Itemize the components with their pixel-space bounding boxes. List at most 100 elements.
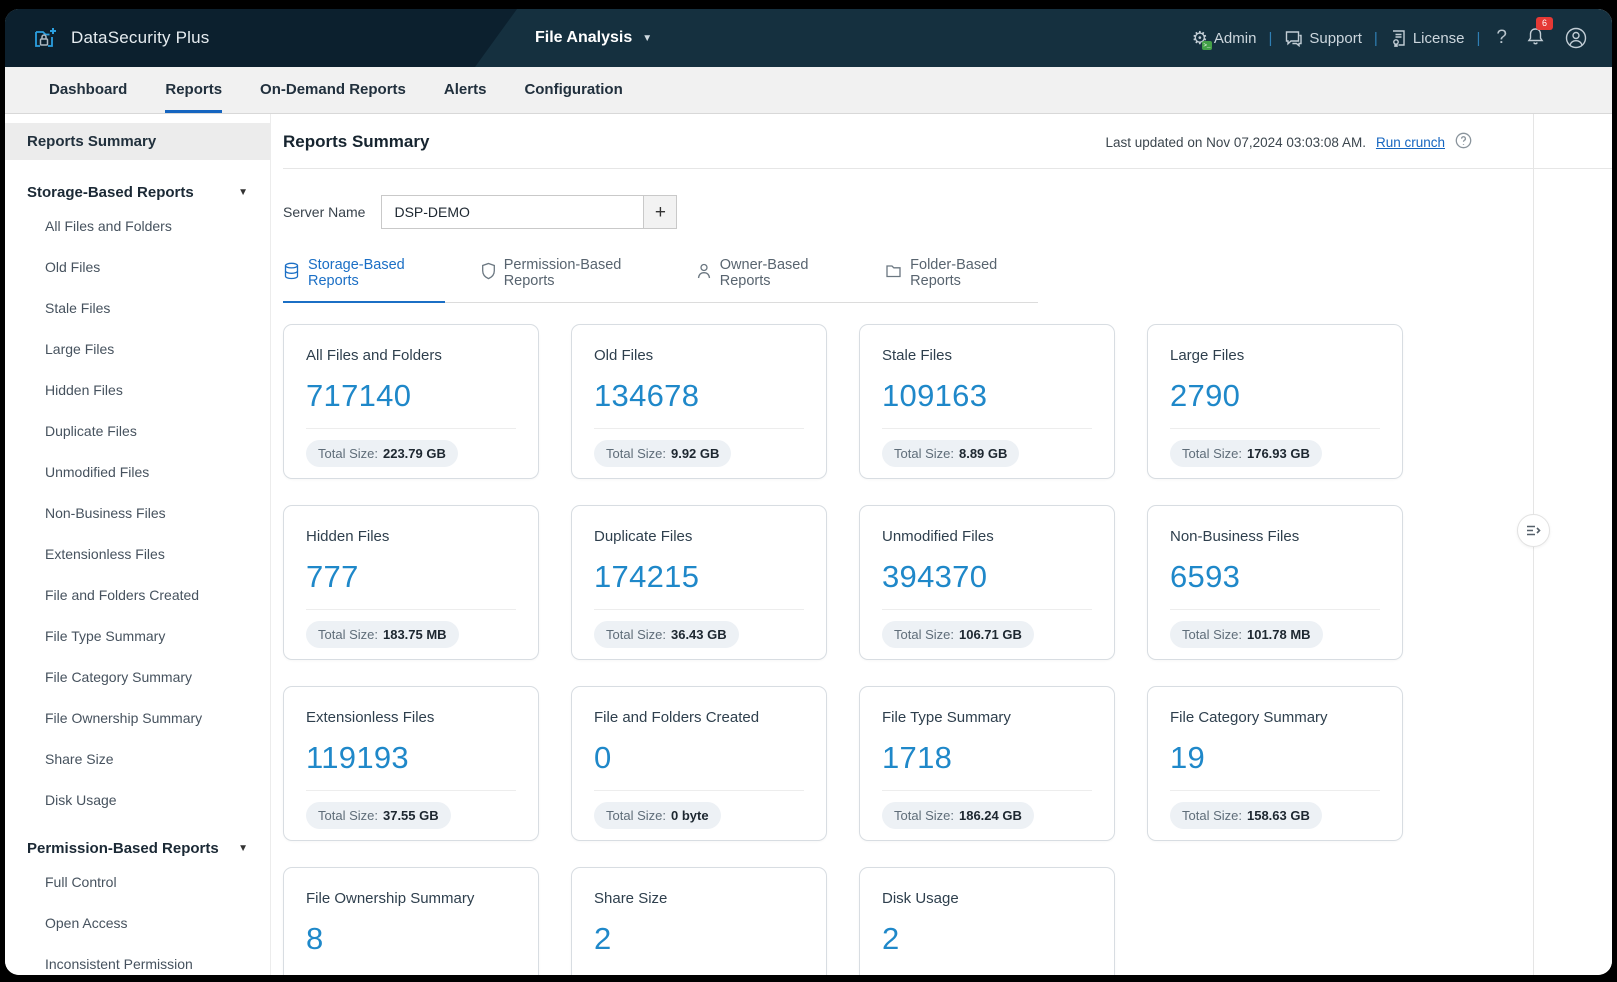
tab-configuration[interactable]: Configuration bbox=[524, 81, 623, 98]
report-card-non-business-files[interactable]: Non-Business Files 6593 Total Size: 101.… bbox=[1147, 505, 1403, 660]
sidebar-item-all-files-and-folders[interactable]: All Files and Folders bbox=[45, 218, 172, 234]
card-divider bbox=[1170, 609, 1380, 610]
sidebar-item-file-and-folders-created[interactable]: File and Folders Created bbox=[45, 587, 200, 603]
card-divider bbox=[1170, 790, 1380, 791]
card-title: File Category Summary bbox=[1170, 709, 1328, 726]
card-count: 109163 bbox=[882, 378, 988, 413]
report-tab-storage-based-reports[interactable]: Storage-Based Reports bbox=[283, 257, 445, 303]
sidebar-item-share-size[interactable]: Share Size bbox=[45, 751, 114, 767]
sidebar-item-disk-usage[interactable]: Disk Usage bbox=[45, 792, 117, 808]
sidebar-section-permission-based-reports[interactable]: Permission-Based Reports ▼ bbox=[27, 840, 248, 857]
report-card-file-and-folders-created[interactable]: File and Folders Created 0 Total Size: 0… bbox=[571, 686, 827, 841]
card-title: Non-Business Files bbox=[1170, 528, 1300, 545]
notifications-button[interactable]: 6 bbox=[1520, 17, 1553, 50]
sidebar-item-non-business-files[interactable]: Non-Business Files bbox=[45, 505, 166, 521]
tab-reports[interactable]: Reports bbox=[165, 67, 223, 113]
admin-label: Admin bbox=[1213, 29, 1257, 47]
report-card-unmodified-files[interactable]: Unmodified Files 394370 Total Size: 106.… bbox=[859, 505, 1115, 660]
report-category-tabs: Storage-Based Reports Permission-Based R… bbox=[283, 257, 1038, 303]
folder-icon bbox=[885, 263, 902, 283]
sidebar-item-full-control[interactable]: Full Control bbox=[45, 874, 117, 890]
card-total-size-pill: Total Size: 186.24 GB bbox=[882, 802, 1034, 829]
card-title: File Type Summary bbox=[882, 709, 1011, 726]
sidebar-item-extensionless-files[interactable]: Extensionless Files bbox=[45, 546, 165, 562]
report-tab-owner-based-reports[interactable]: Owner-Based Reports bbox=[696, 257, 849, 303]
brand-area: DataSecurity Plus bbox=[5, 9, 517, 67]
report-card-duplicate-files[interactable]: Duplicate Files 174215 Total Size: 36.43… bbox=[571, 505, 827, 660]
report-card-file-ownership-summary[interactable]: File Ownership Summary 8 bbox=[283, 867, 539, 975]
tab-on-demand-reports[interactable]: On-Demand Reports bbox=[260, 81, 406, 98]
total-size-label: Total Size: bbox=[1182, 627, 1242, 642]
card-divider bbox=[306, 790, 516, 791]
server-name-input[interactable] bbox=[381, 195, 644, 229]
card-total-size-pill: Total Size: 9.92 GB bbox=[594, 440, 732, 467]
datasecurity-logo-icon bbox=[32, 25, 59, 52]
card-count: 2 bbox=[882, 921, 900, 956]
divider: | bbox=[1373, 29, 1378, 47]
sidebar-item-file-type-summary[interactable]: File Type Summary bbox=[45, 628, 166, 644]
report-card-share-size[interactable]: Share Size 2 bbox=[571, 867, 827, 975]
support-chat-icon bbox=[1284, 30, 1303, 47]
report-tab-permission-based-reports[interactable]: Permission-Based Reports bbox=[481, 257, 660, 303]
sidebar-item-large-files[interactable]: Large Files bbox=[45, 341, 115, 357]
shield-icon bbox=[481, 262, 496, 284]
support-menu[interactable]: Support bbox=[1284, 30, 1362, 47]
sidebar-item-reports-summary[interactable]: Reports Summary bbox=[5, 123, 270, 160]
tab-dashboard[interactable]: Dashboard bbox=[49, 81, 128, 98]
total-size-label: Total Size: bbox=[1182, 808, 1242, 823]
module-title: File Analysis bbox=[535, 29, 633, 46]
license-menu[interactable]: License bbox=[1390, 29, 1465, 47]
sidebar-item-old-files[interactable]: Old Files bbox=[45, 259, 101, 275]
tab-alerts[interactable]: Alerts bbox=[443, 81, 487, 98]
card-title: Old Files bbox=[594, 347, 654, 364]
run-crunch-link[interactable]: Run crunch bbox=[1375, 134, 1445, 150]
panel-toggle-button[interactable] bbox=[1517, 514, 1550, 547]
menu-expand-icon bbox=[1527, 525, 1541, 536]
notification-badge: 6 bbox=[1536, 17, 1553, 30]
admin-menu[interactable]: ⚙ >_ Admin bbox=[1191, 28, 1257, 50]
report-card-old-files[interactable]: Old Files 134678 Total Size: 9.92 GB bbox=[571, 324, 827, 479]
sidebar-item-file-category-summary[interactable]: File Category Summary bbox=[45, 669, 193, 685]
report-card-disk-usage[interactable]: Disk Usage 2 bbox=[859, 867, 1115, 975]
reports-sidebar: Reports Summary Storage-Based Reports ▼ … bbox=[5, 114, 271, 975]
report-card-extensionless-files[interactable]: Extensionless Files 119193 Total Size: 3… bbox=[283, 686, 539, 841]
page-title: Reports Summary bbox=[283, 132, 430, 151]
user-avatar-icon[interactable] bbox=[1560, 26, 1588, 50]
card-count: 2790 bbox=[1170, 378, 1241, 413]
sidebar-section-storage-based-reports[interactable]: Storage-Based Reports ▼ bbox=[27, 184, 248, 201]
report-card-file-category-summary[interactable]: File Category Summary 19 Total Size: 158… bbox=[1147, 686, 1403, 841]
add-server-button[interactable]: + bbox=[643, 195, 678, 229]
sidebar-item-hidden-files[interactable]: Hidden Files bbox=[45, 382, 123, 398]
total-size-label: Total Size: bbox=[606, 627, 666, 642]
sidebar-item-stale-files[interactable]: Stale Files bbox=[45, 300, 111, 316]
sidebar-item-open-access[interactable]: Open Access bbox=[45, 915, 128, 931]
card-divider bbox=[1170, 428, 1380, 429]
chevron-down-icon: ▼ bbox=[238, 843, 248, 854]
report-card-stale-files[interactable]: Stale Files 109163 Total Size: 8.89 GB bbox=[859, 324, 1115, 479]
report-card-all-files-and-folders[interactable]: All Files and Folders 717140 Total Size:… bbox=[283, 324, 539, 479]
report-card-hidden-files[interactable]: Hidden Files 777 Total Size: 183.75 MB bbox=[283, 505, 539, 660]
total-size-label: Total Size: bbox=[318, 627, 378, 642]
total-size-value: 37.55 GB bbox=[382, 808, 439, 823]
admin-gear-icon: ⚙ >_ bbox=[1191, 28, 1212, 50]
report-card-file-type-summary[interactable]: File Type Summary 1718 Total Size: 186.2… bbox=[859, 686, 1115, 841]
help-icon[interactable]: ? bbox=[1496, 27, 1507, 48]
sidebar-item-file-ownership-summary[interactable]: File Ownership Summary bbox=[45, 710, 203, 726]
sidebar-item-unmodified-files[interactable]: Unmodified Files bbox=[45, 464, 150, 480]
chevron-down-icon: ▼ bbox=[238, 187, 248, 198]
help-circle-icon[interactable] bbox=[1455, 132, 1472, 152]
card-count: 394370 bbox=[882, 559, 988, 594]
sidebar-item-inconsistent-permission[interactable]: Inconsistent Permission bbox=[45, 956, 193, 972]
card-divider bbox=[882, 790, 1092, 791]
total-size-label: Total Size: bbox=[318, 808, 378, 823]
sidebar-item-duplicate-files[interactable]: Duplicate Files bbox=[45, 423, 137, 439]
divider: | bbox=[1476, 29, 1481, 47]
report-tab-folder-based-reports[interactable]: Folder-Based Reports bbox=[885, 257, 1038, 303]
main-content: Reports Summary Last updated on Nov 07,2… bbox=[271, 114, 1612, 975]
module-switcher[interactable]: File Analysis ▼ bbox=[535, 9, 652, 67]
card-total-size-pill: Total Size: 37.55 GB bbox=[306, 802, 451, 829]
report-card-large-files[interactable]: Large Files 2790 Total Size: 176.93 GB bbox=[1147, 324, 1403, 479]
card-count: 6593 bbox=[1170, 559, 1241, 594]
support-label: Support bbox=[1309, 29, 1362, 47]
chevron-down-icon: ▼ bbox=[642, 32, 653, 44]
